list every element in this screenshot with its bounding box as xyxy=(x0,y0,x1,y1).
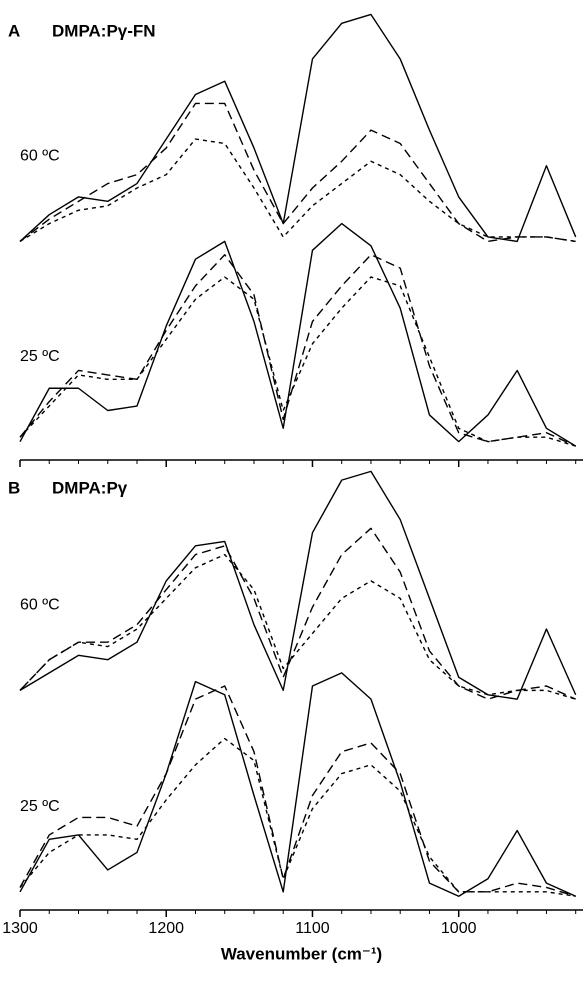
spectrum-line xyxy=(19,527,576,700)
panel-letter: A xyxy=(8,21,20,40)
panel-title: DMPA:Pγ-FN xyxy=(52,21,156,40)
panel-title: DMPA:Pγ xyxy=(52,478,128,497)
trace-label: 25 ºC xyxy=(20,798,60,815)
trace-label: 60 ºC xyxy=(20,148,60,165)
spectrum-line xyxy=(19,138,576,243)
spectrum-line xyxy=(19,672,576,897)
spectrum-line xyxy=(19,222,577,447)
x-tick-label: 1300 xyxy=(2,920,38,937)
spectrum-line xyxy=(19,276,576,447)
spectrum-line xyxy=(19,102,576,243)
x-tick-label: 1100 xyxy=(295,920,330,937)
spectrum-line xyxy=(19,13,577,243)
spectrum-line xyxy=(19,254,576,447)
spectrum-line xyxy=(19,553,576,700)
spectrum-line xyxy=(19,737,576,897)
x-axis-label: Wavenumber (cm⁻¹) xyxy=(221,944,382,963)
x-tick-label: 1200 xyxy=(148,920,184,937)
spectrum-line xyxy=(19,470,577,700)
trace-label: 60 ºC xyxy=(20,597,60,614)
panel-letter: B xyxy=(8,478,20,497)
trace-label: 25 ºC xyxy=(20,348,60,365)
x-tick-label: 1000 xyxy=(441,920,477,937)
spectrum-line xyxy=(19,685,576,897)
